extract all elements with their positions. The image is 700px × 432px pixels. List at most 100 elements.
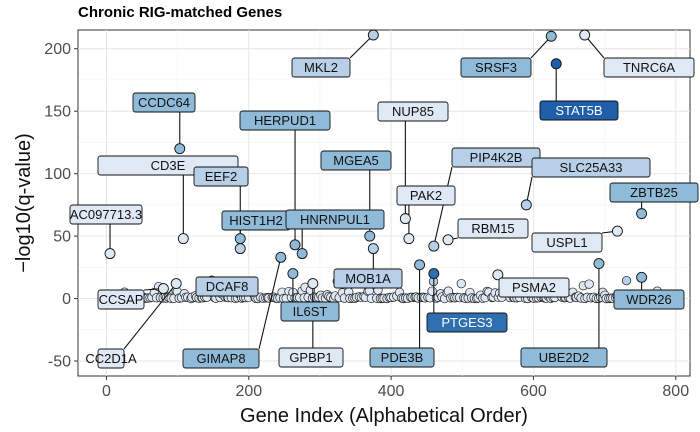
point-ccsap [157, 283, 169, 295]
label-text: HNRNPUL1 [300, 212, 370, 227]
label-zbtb25: ZBTB25 [609, 182, 699, 203]
label-wdr26: WDR26 [613, 289, 685, 310]
label-text: IL6ST [293, 304, 328, 319]
label-ptges3: PTGES3 [426, 312, 508, 333]
label-box [69, 204, 143, 225]
label-box [278, 347, 344, 368]
label-box [195, 276, 259, 297]
label-box [451, 147, 541, 168]
x-tick-label: 600 [520, 383, 547, 400]
point-ac097713-3 [104, 248, 116, 260]
label-gimap8: GIMAP8 [182, 348, 260, 369]
label-text: TNRC6A [623, 60, 675, 75]
point-mgea5 [364, 230, 376, 242]
label-text: PIP4K2B [470, 150, 523, 165]
point-psma2 [492, 269, 504, 281]
label-stat5b: STAT5B [539, 100, 619, 121]
x-tick-label: 200 [235, 383, 262, 400]
y-tick-label: 200 [44, 41, 71, 58]
label-text: USPL1 [546, 235, 587, 250]
point-ptges3 [428, 268, 440, 280]
label-pak2: PAK2 [396, 185, 456, 206]
point-mob1a [367, 243, 379, 255]
label-dcaf8: DCAF8 [195, 276, 259, 297]
point-slc25a33 [520, 199, 532, 211]
y-tick-label: -50 [48, 354, 71, 371]
label-box [97, 289, 145, 310]
label-text: CD3E [151, 158, 186, 173]
label-ccdc64: CCDC64 [132, 92, 196, 113]
label-text: SRSF3 [475, 60, 517, 75]
label-box [426, 312, 508, 333]
label-box [333, 268, 403, 289]
label-box [613, 289, 685, 310]
y-axis-label: −log10(q-value) [13, 133, 35, 273]
label-text: AC097713.3 [70, 207, 142, 222]
label-text: MKL2 [304, 60, 338, 75]
label-text: RBM15 [471, 221, 514, 236]
background-point [584, 279, 594, 289]
label-box [291, 57, 351, 78]
label-nup85: NUP85 [377, 101, 449, 122]
gene-labels: AC097713.3 CD3E CCSAP CC2D1A CCDC64 EEF2 DCAF8… [69, 57, 699, 369]
label-ube2d2: UBE2D2 [520, 347, 608, 368]
point-eef2 [234, 243, 246, 255]
label-gpbp1: GPBP1 [278, 347, 344, 368]
label-mkl2: MKL2 [291, 57, 351, 78]
label-text: PDE3B [381, 350, 424, 365]
label-box [603, 57, 695, 78]
chart-title: Chronic RIG-matched Genes [78, 4, 283, 21]
label-mgea5: MGEA5 [320, 150, 392, 171]
label-mob1a: MOB1A [333, 268, 403, 289]
point-stat5b [550, 58, 562, 70]
axes: 0 200 400 600 800 -50 0 50 100 150 200 Gene Index (… [13, 41, 689, 427]
label-slc25a33: SLC25A33 [531, 157, 651, 178]
point-pip4k2b [428, 240, 440, 252]
label-box [320, 150, 392, 171]
label-text: GIMAP8 [196, 351, 245, 366]
label-text: GPBP1 [289, 350, 332, 365]
y-tick-label: 50 [53, 229, 71, 246]
label-pip4k2b: PIP4K2B [451, 147, 541, 168]
label-box [498, 277, 570, 298]
point-mkl2 [367, 29, 379, 41]
label-box [182, 348, 260, 369]
x-tick-label: 400 [378, 383, 405, 400]
point-pak2 [403, 233, 415, 245]
label-srsf3: SRSF3 [460, 57, 532, 78]
plot-panel [77, 29, 691, 377]
label-box [377, 101, 449, 122]
label-text: UBE2D2 [539, 350, 590, 365]
y-tick-label: 150 [44, 104, 71, 121]
label-text: CC2D1A [85, 351, 137, 366]
point-gpbp1 [307, 278, 319, 290]
label-text: DCAF8 [206, 279, 249, 294]
label-text: PTGES3 [441, 315, 492, 330]
label-box [280, 301, 340, 322]
label-text: CCSAP [99, 292, 144, 307]
point-wdr26 [636, 271, 648, 283]
label-text: STAT5B [555, 103, 602, 118]
label-box [531, 157, 651, 178]
connector-pip4k2b [433, 166, 453, 247]
label-eef2: EEF2 [193, 166, 249, 187]
label-box [369, 347, 435, 368]
label-cc2d1a: CC2D1A [85, 348, 137, 369]
label-text: PSMA2 [512, 280, 556, 295]
point-il6st [287, 268, 299, 280]
label-box [539, 100, 619, 121]
point-pde3b [414, 259, 426, 271]
label-box [460, 57, 532, 78]
connector-cc2d1a [123, 283, 177, 350]
label-text: SLC25A33 [560, 160, 623, 175]
label-text: MOB1A [345, 271, 391, 286]
point-zbtb25 [636, 208, 648, 220]
label-uspl1: USPL1 [531, 232, 603, 253]
point-gimap8 [275, 251, 287, 263]
point-cd3e [177, 233, 189, 245]
label-box [285, 209, 385, 230]
label-text: HIST1H2 [229, 213, 282, 228]
point-rbm15 [442, 234, 454, 246]
label-box [396, 185, 456, 206]
